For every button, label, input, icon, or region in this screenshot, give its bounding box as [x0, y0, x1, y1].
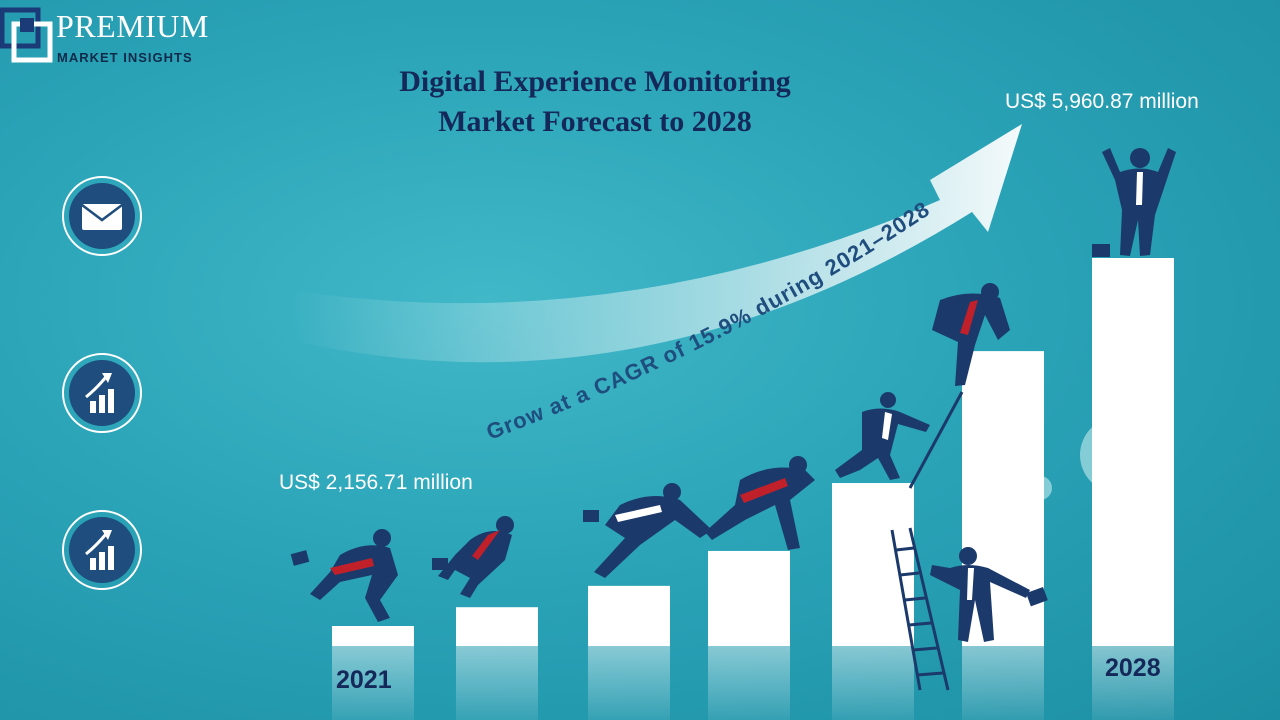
bar-reflection-1	[456, 646, 538, 720]
bar-2	[588, 585, 670, 646]
standing-businessman	[930, 547, 1048, 642]
bar-0	[332, 626, 414, 646]
brand-subtitle: MARKET INSIGHTS	[57, 50, 193, 65]
logo-mark-icon	[0, 7, 53, 63]
ladder	[890, 527, 950, 691]
running-businessman	[432, 516, 514, 598]
bar-3	[708, 550, 790, 646]
brand-name: PREMIUM	[56, 8, 209, 44]
bar-reflection-6	[1092, 646, 1174, 720]
bar-4	[832, 483, 914, 646]
climbing-businessman	[835, 392, 930, 480]
page-title: Digital Experience Monitoring Market For…	[320, 62, 870, 142]
envelope-icon	[62, 176, 142, 256]
title-line-2: Market Forecast to 2028	[438, 105, 752, 138]
bar-reflection-2	[588, 646, 670, 720]
crouching-businessman	[908, 283, 1010, 489]
running-businessman	[705, 456, 815, 550]
bar-reflection-5	[962, 646, 1044, 720]
bar-reflection-0	[332, 646, 414, 720]
growth-chart-icon	[62, 353, 142, 433]
data-label-2028: US$ 5,960.87 million	[1005, 90, 1199, 113]
celebrating-businessman	[1092, 148, 1176, 257]
running-businessman	[583, 483, 712, 578]
x-tick-label-2021: 2021	[336, 666, 392, 694]
growth-arrow	[290, 124, 1022, 363]
data-label-2021: US$ 2,156.71 million	[279, 471, 473, 494]
bar-1	[456, 607, 538, 646]
x-tick-label-2028: 2028	[1105, 654, 1161, 682]
bars-group	[332, 258, 1174, 720]
running-businessman	[290, 529, 398, 622]
businessmen-figures	[290, 148, 1176, 642]
title-line-1: Digital Experience Monitoring	[399, 65, 791, 98]
brand-logo: PREMIUM MARKET INSIGHTS	[0, 4, 230, 66]
bar-6	[1092, 258, 1174, 646]
bar-reflection-4	[832, 646, 914, 720]
bar-reflection-3	[708, 646, 790, 720]
growth-chart-icon	[62, 510, 142, 590]
